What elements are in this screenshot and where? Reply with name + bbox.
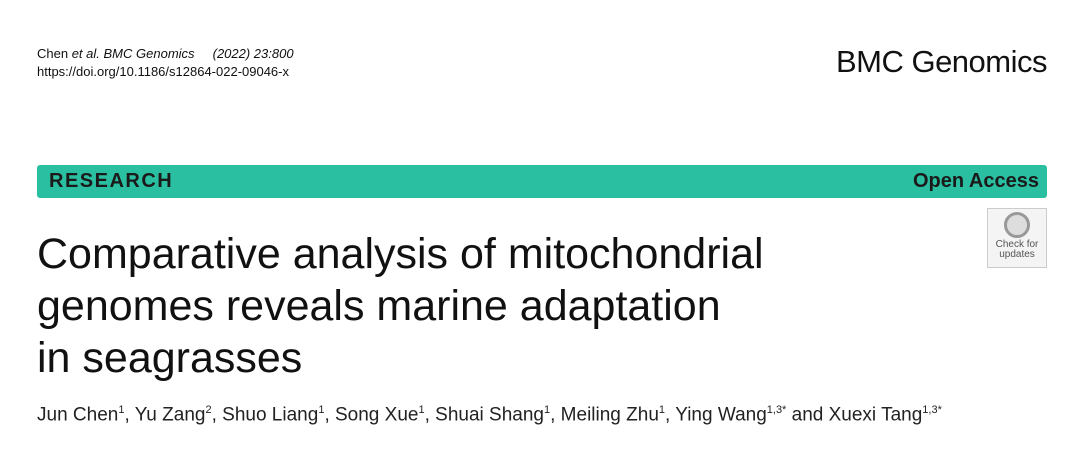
- et-al: et al.: [71, 46, 100, 61]
- affiliation: 1: [658, 404, 666, 416]
- affiliation: 1: [418, 404, 425, 416]
- article-type: RESEARCH: [49, 170, 174, 192]
- badge-icon: [1004, 212, 1030, 238]
- separator: ,: [550, 404, 561, 426]
- first-author: Chen: [37, 46, 69, 61]
- open-access: Open Access: [913, 170, 1039, 192]
- separator: ,: [424, 404, 436, 426]
- badge-text: Check for: [995, 239, 1039, 250]
- banner: RESEARCH Open Access: [37, 165, 1047, 198]
- citation: Chen et al. BMC Genomics (2022) 23:800 h…: [37, 45, 294, 81]
- doi[interactable]: https://doi.org/10.1186/s12864-022-09046…: [37, 64, 289, 79]
- author-name: Yu Zang: [134, 404, 206, 426]
- check-updates[interactable]: Check for updates: [987, 208, 1047, 268]
- separator: ,: [124, 404, 135, 426]
- affiliation: 1: [318, 404, 325, 416]
- separator: ,: [324, 404, 335, 426]
- separator: ,: [665, 404, 676, 426]
- separator: ,: [211, 404, 223, 426]
- title-line: in seagrasses: [37, 334, 303, 382]
- separator: and: [786, 404, 829, 426]
- citation-line: Chen et al. BMC Genomics (2022) 23:800: [37, 45, 294, 63]
- title-line: Comparative analysis of mitochondrial: [37, 230, 764, 278]
- author-list: Jun Chen1, Yu Zang2, Shuo Liang1, Song X…: [37, 404, 942, 426]
- author-name: Xuexi Tang: [828, 404, 923, 426]
- badge-text: updates: [999, 249, 1035, 260]
- affiliation: 2: [205, 404, 212, 416]
- author-name: Shuo Liang: [222, 404, 319, 426]
- journal-logo: BMC Genomics: [835, 44, 1048, 79]
- affiliation: 1: [543, 404, 551, 416]
- article-title: Comparative analysis of mitochondrial gen…: [37, 228, 764, 384]
- affiliation: 1,3*: [766, 404, 787, 416]
- issue: (2022) 23:800: [212, 46, 294, 61]
- author-name: Meiling Zhu: [560, 404, 659, 426]
- journal-name: BMC Genomics: [103, 46, 195, 61]
- author-name: Shuai Shang: [435, 404, 544, 426]
- affiliation: 1: [118, 404, 125, 416]
- author-name: Song Xue: [335, 404, 419, 426]
- author-name: Jun Chen: [37, 404, 119, 426]
- affiliation: 1,3*: [922, 404, 942, 416]
- author-name: Ying Wang: [675, 404, 767, 426]
- title-line: genomes reveals marine adaptation: [37, 282, 721, 330]
